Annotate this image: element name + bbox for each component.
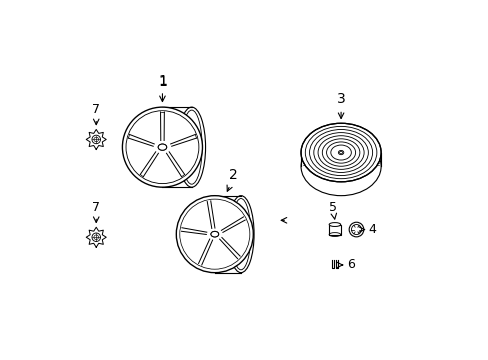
Ellipse shape [158,144,166,150]
Text: 5: 5 [329,201,337,214]
Polygon shape [170,135,196,146]
Ellipse shape [338,150,343,155]
Polygon shape [166,152,184,177]
Text: 3: 3 [336,92,345,106]
Text: 4: 4 [368,223,376,236]
Polygon shape [86,227,106,247]
Ellipse shape [210,231,218,237]
Polygon shape [140,152,158,177]
Polygon shape [128,135,154,146]
Text: 1: 1 [158,74,166,88]
Text: 1: 1 [158,75,166,89]
Text: 7: 7 [92,103,100,116]
Ellipse shape [158,144,166,150]
Ellipse shape [328,222,340,226]
Text: 6: 6 [346,258,354,271]
Circle shape [92,135,100,144]
Bar [328,225,340,235]
Ellipse shape [210,231,218,237]
Circle shape [92,233,100,242]
Polygon shape [219,238,240,259]
Polygon shape [221,217,244,232]
Text: 2: 2 [228,168,237,182]
Polygon shape [181,228,206,234]
Polygon shape [207,201,215,229]
Polygon shape [86,130,106,149]
Ellipse shape [301,123,380,182]
Polygon shape [160,112,164,140]
Circle shape [122,107,202,187]
Text: 7: 7 [92,201,100,214]
Polygon shape [198,239,212,265]
Circle shape [176,195,253,273]
Circle shape [348,222,363,237]
